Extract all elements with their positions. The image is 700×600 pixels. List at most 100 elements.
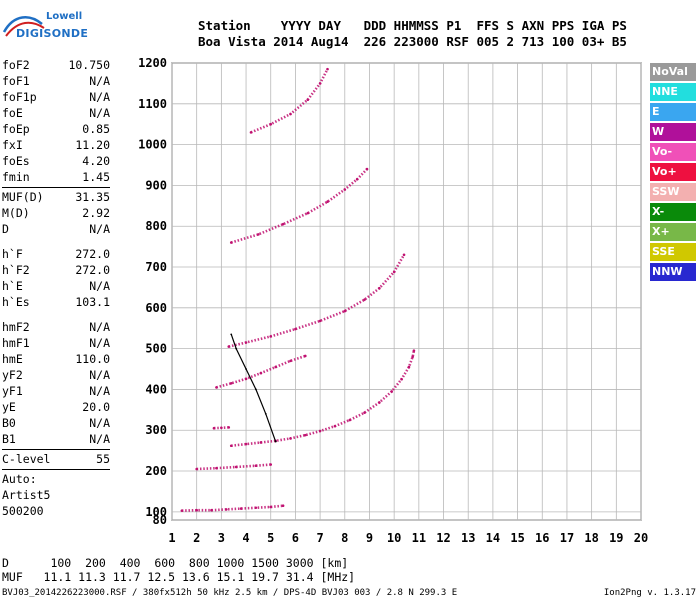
x-tick-label: 17 <box>560 531 574 545</box>
trace-point <box>269 122 273 126</box>
trace-point <box>254 506 258 510</box>
trace-point <box>220 426 223 430</box>
legend-item: Vo- <box>650 143 696 161</box>
x-tick-label: 11 <box>412 531 426 545</box>
autoscale-program: Artist5 <box>2 488 51 502</box>
param-row: C-level 55 <box>2 451 110 467</box>
x-tick-label: 13 <box>461 531 475 545</box>
param-value: 31.35 <box>75 190 110 204</box>
param-value: N/A <box>89 320 110 334</box>
param-row: yE 20.0 <box>2 399 110 415</box>
param-row: M(D) 2.92 <box>2 205 110 221</box>
trace-point <box>257 233 260 236</box>
trace-point <box>274 365 277 369</box>
trace-point <box>215 386 218 389</box>
x-tick-label: 18 <box>584 531 598 545</box>
trace-point <box>378 286 381 290</box>
lowell-wave-icon <box>2 16 45 37</box>
x-tick-label: 3 <box>218 531 225 545</box>
trace-point <box>195 467 198 471</box>
param-value: 10.750 <box>68 58 110 72</box>
param-value: 272.0 <box>75 247 110 261</box>
param-name: MUF(D) <box>2 190 44 204</box>
legend-item: X- <box>650 203 696 221</box>
x-tick-label: 12 <box>436 531 450 545</box>
trace-series <box>231 350 416 448</box>
file-info: BVJ03_2014226223000.RSF / 380fx512h 50 k… <box>2 588 458 598</box>
trace-point <box>229 382 233 385</box>
trace-point <box>289 437 292 440</box>
trace-point <box>343 309 347 313</box>
trace-point <box>244 442 248 446</box>
param-value: N/A <box>89 432 110 446</box>
param-name: C-level <box>2 452 51 466</box>
trace-point <box>259 371 263 375</box>
trace-point <box>303 433 307 437</box>
trace-point <box>318 319 322 323</box>
param-value: 272.0 <box>75 263 110 277</box>
legend-item: E <box>650 103 696 121</box>
param-row: h`F 272.0 <box>2 246 110 262</box>
trace-point <box>269 505 273 509</box>
trace-series <box>230 168 368 244</box>
trace-point <box>400 377 403 381</box>
param-name: fmin <box>2 170 30 184</box>
trace-point <box>244 341 248 344</box>
param-divider <box>2 187 110 188</box>
param-row: fxI 11.20 <box>2 137 110 153</box>
trace-point <box>407 365 411 369</box>
param-value: 55 <box>96 452 110 466</box>
trace-point <box>210 508 213 512</box>
software-version: Ion2Png v. 1.3.17 <box>603 588 696 598</box>
trace-series <box>181 504 284 512</box>
brand-product: DIGISONDE <box>16 27 89 40</box>
muf-scale: MUF 11.1 11.3 11.7 12.5 13.6 15.1 19.7 3… <box>2 570 356 584</box>
trace-point <box>234 465 238 469</box>
legend-item: Vo+ <box>650 163 696 181</box>
trace-point <box>230 333 233 336</box>
trace-point <box>411 355 414 359</box>
trace-point <box>227 345 231 348</box>
x-tick-label: 8 <box>341 531 348 545</box>
trace-point <box>269 463 273 466</box>
x-tick-label: 2 <box>193 531 200 545</box>
y-tick-label: 200 <box>145 464 167 478</box>
x-tick-label: 1 <box>168 531 175 545</box>
param-row: MUF(D) 31.35 <box>2 189 110 205</box>
param-row: foF2 10.750 <box>2 57 110 73</box>
plot-frame <box>171 62 642 521</box>
param-name: h`F <box>2 247 23 261</box>
x-tick-label: 10 <box>387 531 401 545</box>
param-row: foEs 4.20 <box>2 153 110 169</box>
param-name: foEs <box>2 154 30 168</box>
param-value: 4.20 <box>82 154 110 168</box>
x-tick-label: 7 <box>316 531 323 545</box>
trace-point <box>281 504 285 508</box>
y-tick-label: 400 <box>145 382 167 396</box>
trace-point <box>412 349 416 352</box>
param-value: 2.92 <box>82 206 110 220</box>
trace-point <box>264 413 267 415</box>
trace-point <box>254 464 258 468</box>
param-name: foF1p <box>2 90 37 104</box>
trace-point <box>363 298 366 301</box>
trace-point <box>215 466 218 470</box>
param-name: B0 <box>2 416 16 430</box>
legend-item: SSE <box>650 243 696 261</box>
param-value: N/A <box>89 336 110 350</box>
trace-point <box>318 429 322 433</box>
param-name: hmE <box>2 352 23 366</box>
param-row: foE N/A <box>2 105 110 121</box>
trace-point <box>318 82 322 85</box>
param-divider <box>2 449 110 450</box>
trace-point <box>289 112 292 116</box>
distance-scale: D 100 200 400 600 800 1000 1500 3000 [km… <box>2 556 349 570</box>
trace-point <box>227 426 231 429</box>
param-row: D N/A <box>2 221 110 237</box>
param-value: N/A <box>89 416 110 430</box>
trace-point <box>259 441 263 444</box>
param-value: N/A <box>89 90 110 104</box>
parameter-list: foF2 10.750 foF1 N/A foF1p N/A foE N/A foEp 0… <box>2 57 110 519</box>
trace-point <box>402 253 406 257</box>
x-tick-label: 4 <box>242 531 249 545</box>
